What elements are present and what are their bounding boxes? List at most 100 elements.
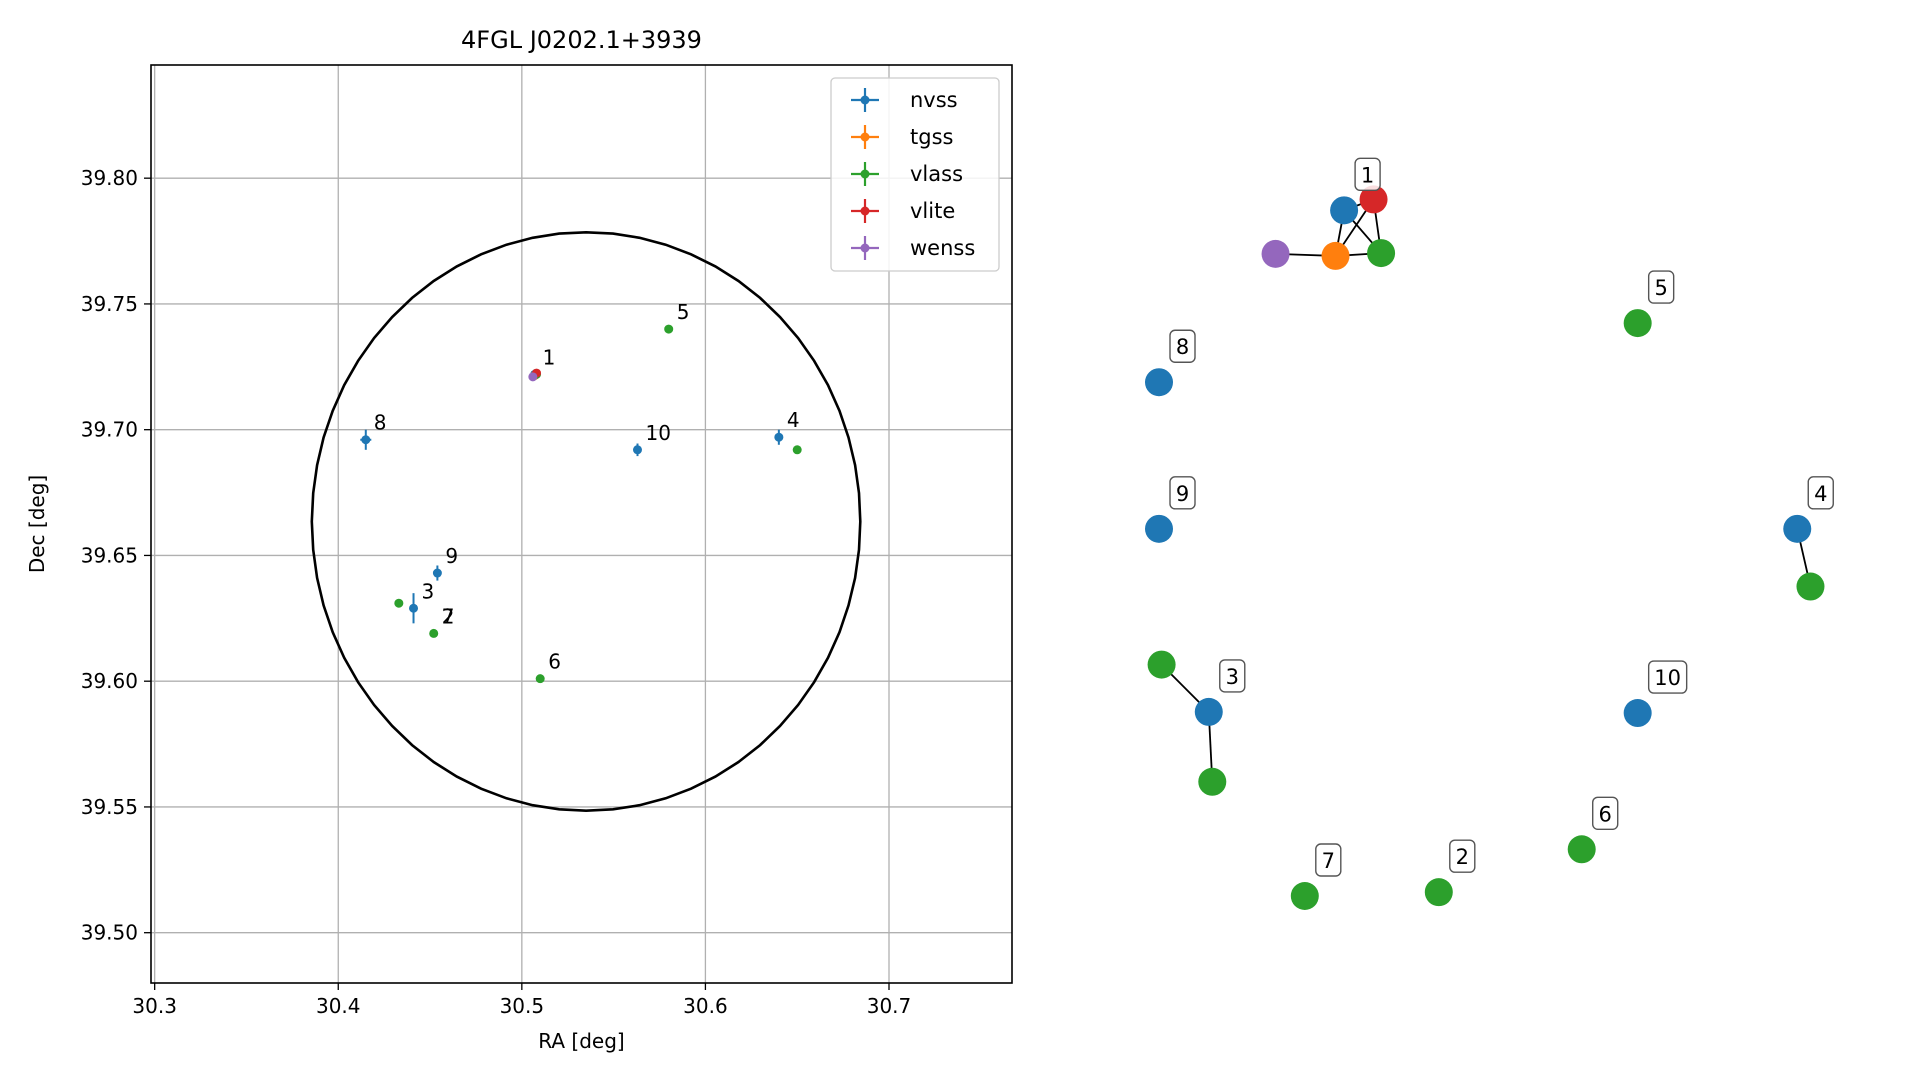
legend-marker-dot <box>860 243 870 253</box>
network-node-label: 5 <box>1647 270 1675 304</box>
network-node-label: 9 <box>1169 476 1196 510</box>
legend-label: wenss <box>910 236 975 260</box>
vlass-marker <box>394 598 404 608</box>
association-network: 1 5 8 9 4 3 10 6 2 7 <box>1145 157 1834 910</box>
network-node <box>1330 196 1359 225</box>
y-tick-label: 39.70 <box>81 418 138 442</box>
legend: nvss tgss vlass vlite wenss <box>830 77 1000 272</box>
y-tick-label: 39.65 <box>81 543 138 567</box>
legend-item-tgss: tgss <box>851 125 953 149</box>
network-label-box <box>1807 476 1834 510</box>
network-node <box>1321 241 1350 270</box>
x-axis-label: RA [deg] <box>538 1029 624 1053</box>
network-label-box <box>1315 843 1342 877</box>
network-labels: 1 5 8 9 4 3 10 6 2 7 <box>1169 157 1834 877</box>
nvss-point <box>409 593 419 624</box>
vlass-point <box>664 324 674 334</box>
legend-label: tgss <box>910 125 953 149</box>
point-annotation: 5 <box>677 300 690 324</box>
vlass-marker <box>429 628 439 638</box>
x-tick-label: 30.3 <box>132 994 177 1018</box>
network-node <box>1359 185 1388 214</box>
network-node <box>1567 835 1596 864</box>
network-label-text: 2 <box>1456 845 1469 869</box>
vlass-marker <box>535 674 545 684</box>
vlass-point <box>792 445 802 455</box>
legend-marker-dot <box>860 95 870 105</box>
vlass-point <box>535 674 545 684</box>
point-annotation: 10 <box>645 421 670 445</box>
y-tick-label: 39.50 <box>81 921 138 945</box>
point-annotation: 7 <box>442 604 455 628</box>
y-tick-label: 39.55 <box>81 795 138 819</box>
nvss-point <box>632 443 642 457</box>
network-node <box>1424 878 1453 907</box>
network-node-label: 6 <box>1592 796 1619 830</box>
vlass-point <box>394 598 404 608</box>
network-label-text: 8 <box>1176 335 1189 359</box>
nvss-point <box>774 429 784 445</box>
y-tick-label: 39.80 <box>81 166 138 190</box>
network-node-label: 7 <box>1315 843 1342 877</box>
nvss-point <box>432 565 442 581</box>
nvss-marker <box>432 568 442 578</box>
vlass-marker <box>664 324 674 334</box>
x-tick-label: 30.6 <box>683 994 728 1018</box>
network-node <box>1194 697 1223 726</box>
network-label-box <box>1169 329 1196 363</box>
network-node <box>1796 572 1825 601</box>
y-axis-label: Dec [deg] <box>25 475 49 573</box>
network-node-label: 8 <box>1169 329 1196 363</box>
network-label-text: 7 <box>1322 849 1335 873</box>
grid-lines <box>151 65 1012 983</box>
network-node <box>1290 882 1319 910</box>
data-points <box>360 324 802 684</box>
legend-box <box>830 77 1000 272</box>
network-node-label: 2 <box>1449 839 1476 873</box>
search-circle <box>310 230 862 813</box>
network-label-text: 6 <box>1599 802 1612 826</box>
network-node <box>1145 368 1173 397</box>
legend-marker-dot <box>860 132 870 142</box>
network-node <box>1198 767 1227 796</box>
legend-item-wenss: wenss <box>851 236 975 260</box>
network-label-text: 1 <box>1361 163 1374 187</box>
point-annotations: 1 273 4 5 6 8 9 10 <box>374 300 800 674</box>
search-circle-outline <box>310 230 862 813</box>
x-tick-label: 30.4 <box>316 994 361 1018</box>
network-label-text: 4 <box>1814 482 1827 506</box>
network-label-box <box>1354 157 1381 192</box>
legend-marker-dot <box>860 206 870 216</box>
network-label-text: 5 <box>1654 276 1667 300</box>
network-node <box>1261 239 1290 268</box>
network-label-box <box>1592 796 1619 830</box>
point-annotation: 6 <box>548 650 561 674</box>
network-node-label: 1 <box>1354 157 1381 192</box>
point-annotation: 4 <box>787 408 800 432</box>
legend-marker-dot <box>860 169 870 179</box>
network-node <box>1367 239 1396 268</box>
wenss-marker <box>528 372 538 382</box>
y-tick-label: 39.75 <box>81 292 138 316</box>
legend-item-nvss: nvss <box>851 88 958 112</box>
axis-ticks: 30.3 30.4 30.5 30.6 30.7 39.50 39.55 39.60 39.65… <box>81 166 912 1018</box>
network-label-box <box>1169 476 1196 510</box>
nvss-marker <box>361 435 371 445</box>
point-annotation: 3 <box>422 579 435 603</box>
y-tick-label: 39.60 <box>81 669 138 693</box>
network-node-label: 3 <box>1219 659 1246 693</box>
network-node <box>1145 514 1173 543</box>
network-label-box <box>1219 659 1246 693</box>
network-label-box <box>1647 270 1675 304</box>
network-node-label: 4 <box>1807 476 1834 510</box>
point-annotation: 2 <box>442 604 455 628</box>
point-annotation: 8 <box>374 411 387 435</box>
wenss-point <box>528 372 538 382</box>
network-label-box <box>1647 660 1688 694</box>
legend-label: vlite <box>910 199 955 223</box>
network-node <box>1623 699 1652 728</box>
point-annotation: 1 <box>543 345 556 369</box>
network-label-text: 10 <box>1654 666 1681 690</box>
axes-frame <box>150 64 1013 984</box>
